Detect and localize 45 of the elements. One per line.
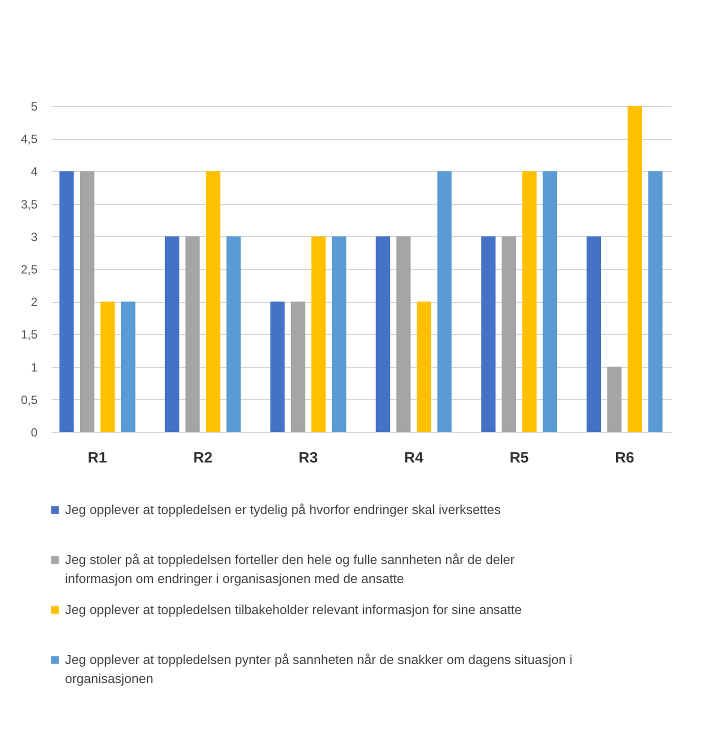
legend-label: Jeg stoler på at toppledelsen forteller den hele og fulle sannheten når de deler informasjon om endringer i organisasjonen med de ansatte [65,552,516,586]
x-tick-label: R5 [510,450,529,466]
bar [607,366,622,432]
bar [416,302,432,432]
x-tick-label: R4 [404,450,424,466]
bar [80,171,94,432]
bar [376,236,390,432]
bar [164,236,180,432]
bar [522,171,537,432]
legend-label: Jeg opplever at toppledelsen pynter på sannheten når de snakker om dagens situasjon i organisasjonen [65,652,572,686]
bar [542,171,558,432]
bar [226,236,241,432]
bar [502,236,516,432]
bar [396,236,411,432]
y-tick-label: 0 [30,426,38,440]
y-tick-label: 0,5 [20,392,38,407]
bar [120,302,136,432]
bar [481,236,496,432]
y-tick-label: 1,5 [20,328,38,342]
y-tick-label: 1 [30,360,38,374]
legend-label: Jeg opplever at toppledelsen tilbakeholder relevant informasjon for sine ansatte [65,602,522,617]
bar [59,171,74,432]
x-tick-label: R3 [298,450,318,466]
y-tick-label: 2 [30,295,38,310]
x-tick-label: R6 [615,450,634,466]
bar [206,171,220,432]
bar [586,236,602,432]
bar [270,302,285,432]
bar [290,302,306,432]
bar [100,302,115,432]
y-tick-label: 3,5 [20,197,38,212]
y-tick-label: 2,5 [20,262,38,276]
bar [332,236,346,432]
bar [628,106,642,432]
bar [185,236,200,432]
x-tick-label: R1 [88,450,107,466]
y-tick-label: 5 [30,100,38,114]
bar [648,171,663,432]
legend-label: Jeg opplever at toppledelsen er tydelig på hvorfor endringer skal iverksettes [65,502,502,517]
bar [311,236,326,432]
x-tick-label: R2 [193,450,212,466]
y-tick-label: 4,5 [20,132,38,146]
bar [437,171,452,432]
y-tick-label: 3 [30,230,38,244]
y-tick-label: 4 [30,164,38,179]
